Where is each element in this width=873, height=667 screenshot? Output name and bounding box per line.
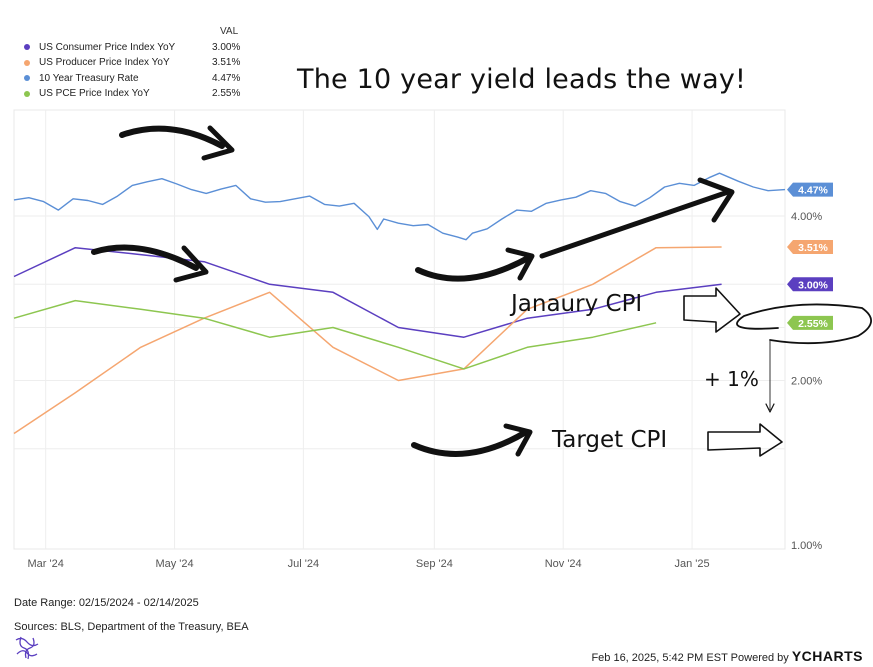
arrowhead-1 xyxy=(201,125,235,161)
x-tick-label: Jan '25 xyxy=(674,558,709,570)
value-tag: 3.51% xyxy=(787,240,833,255)
us-consumer-price-index-yoy-line xyxy=(13,246,722,338)
x-tick-label: Sep '24 xyxy=(416,558,453,570)
legend-dot-treasury xyxy=(24,75,30,82)
outline-arrow-target xyxy=(707,423,783,457)
brand-footer: Feb 16, 2025, 5:42 PM EST Powered by YCH… xyxy=(591,648,863,664)
legend-name: US Producer Price Index YoY xyxy=(39,57,170,68)
value-tag-label: 2.55% xyxy=(798,318,828,330)
curved-arrow-4 xyxy=(411,429,529,457)
curved-arrow-2 xyxy=(91,244,199,271)
sources: Sources: BLS, Department of the Treasury… xyxy=(14,621,249,633)
curved-arrow-1 xyxy=(119,125,225,149)
10-year-treasury-rate-line xyxy=(13,172,786,241)
value-tag-label: 3.00% xyxy=(798,279,828,291)
annotation-title: The 10 year yield leads the way! xyxy=(297,64,747,95)
x-tick-label: May '24 xyxy=(155,558,193,570)
legend-value: 3.00% xyxy=(212,41,241,53)
legend-name: 10 Year Treasury Rate xyxy=(39,72,139,84)
arrowhead-4 xyxy=(503,423,533,457)
value-tag: 3.00% xyxy=(787,277,833,292)
x-tick-label: Nov '24 xyxy=(545,558,582,570)
curved-arrow-3 xyxy=(415,255,531,282)
timestamp: Feb 16, 2025, 5:42 PM EST xyxy=(591,652,728,664)
value-tag-shape xyxy=(787,240,833,255)
legend-item-ppi[interactable]: US Producer Price Index YoY 3.51% xyxy=(24,55,252,71)
annotation-target-cpi: Target CPI xyxy=(552,427,668,453)
legend-header: VAL xyxy=(220,26,239,37)
outline-arrow-january xyxy=(683,287,741,333)
date-range: Date Range: 02/15/2024 - 02/14/2025 xyxy=(14,597,199,609)
value-tag-shape xyxy=(787,315,833,330)
y-tick-label: 1.00% xyxy=(791,540,822,552)
legend-item-cpi[interactable]: US Consumer Price Index YoY 3.00% xyxy=(24,40,252,56)
legend: VAL US Consumer Price Index YoY 3.00% US… xyxy=(24,24,252,102)
arrowhead-2 xyxy=(173,245,209,283)
value-tag-shape xyxy=(787,182,833,197)
value-tag-label: 3.51% xyxy=(798,242,828,254)
us-producer-price-index-yoy-line xyxy=(13,246,722,435)
brand-name[interactable]: YCHARTS xyxy=(791,648,863,664)
x-tick-label: Jul '24 xyxy=(288,558,319,570)
legend-item-treasury[interactable]: 10 Year Treasury Rate 4.47% xyxy=(24,71,252,87)
legend-name: US Consumer Price Index YoY xyxy=(39,41,176,53)
ycharts-logo-icon xyxy=(15,636,39,660)
y-tick-label: 2.00% xyxy=(791,376,822,388)
value-tag: 4.47% xyxy=(787,182,833,197)
legend-value: 4.47% xyxy=(212,72,241,84)
arrowhead-3 xyxy=(505,247,535,281)
powered-by: Powered by xyxy=(730,652,789,664)
long-arrow xyxy=(539,189,731,259)
legend-dot-cpi xyxy=(24,44,30,51)
legend-value: 3.51% xyxy=(212,57,241,68)
legend-dot-pce xyxy=(24,90,30,97)
legend-name: US PCE Price Index YoY xyxy=(39,88,150,99)
measure-arrowhead xyxy=(765,403,775,413)
annotation-january-cpi: Janaury CPI xyxy=(511,291,643,317)
us-pce-price-index-yoy-line xyxy=(13,299,657,370)
plot-area xyxy=(13,109,786,550)
legend-value: 2.55% xyxy=(212,88,241,99)
value-tag: 2.55% xyxy=(787,315,833,330)
x-tick-label: Mar '24 xyxy=(28,558,64,570)
ellipse-highlight xyxy=(736,303,872,345)
arrowhead-long xyxy=(697,177,735,223)
y-tick-label: 4.00% xyxy=(791,211,822,223)
value-tag-shape xyxy=(787,277,833,292)
annotation-plus-one: + 1% xyxy=(704,367,759,391)
legend-item-pce[interactable]: US PCE Price Index YoY 2.55% xyxy=(24,86,252,102)
value-tag-label: 4.47% xyxy=(798,185,828,197)
legend-dot-ppi xyxy=(24,59,30,66)
